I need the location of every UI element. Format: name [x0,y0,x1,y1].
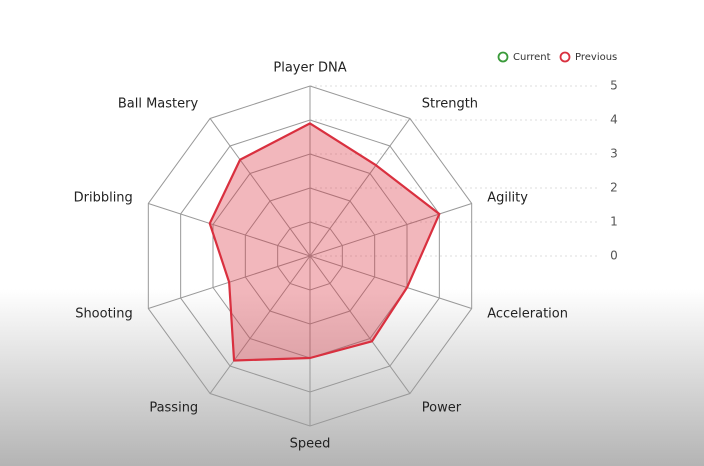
category-label: Acceleration [487,307,568,322]
spoke [309,255,472,310]
y-tick-label: 5 [610,79,618,93]
y-tick-label: 1 [610,215,618,229]
legend-label: Previous [575,52,617,63]
spoke [209,255,311,394]
labels: 0 1 2 3 4 5 Player DNA Strength Agility Accelerat… [74,51,618,452]
y-tick-label: 4 [610,113,618,127]
spoke [309,118,411,257]
legend-marker [497,51,509,63]
category-label: Player DNA [273,61,346,76]
spoke [148,202,311,257]
category-label: Speed [290,437,331,452]
marks [208,122,441,362]
category-label: Agility [487,190,528,205]
category-label: Ball Mastery [118,96,199,111]
spoke [309,202,472,257]
legend-marker [559,51,571,63]
category-label: Shooting [75,307,133,322]
category-label: Dribbling [74,190,133,205]
spoke [309,255,411,394]
category-label: Passing [149,401,198,416]
category-label: Power [422,401,462,416]
spoke [209,118,311,257]
y-tick-label: 0 [610,249,618,263]
grid [147,85,600,427]
y-tick-label: 2 [610,181,618,195]
series-area [208,122,441,362]
category-label: Strength [422,96,478,111]
y-tick-label: 3 [610,147,618,161]
legend-label: Current [513,52,551,63]
